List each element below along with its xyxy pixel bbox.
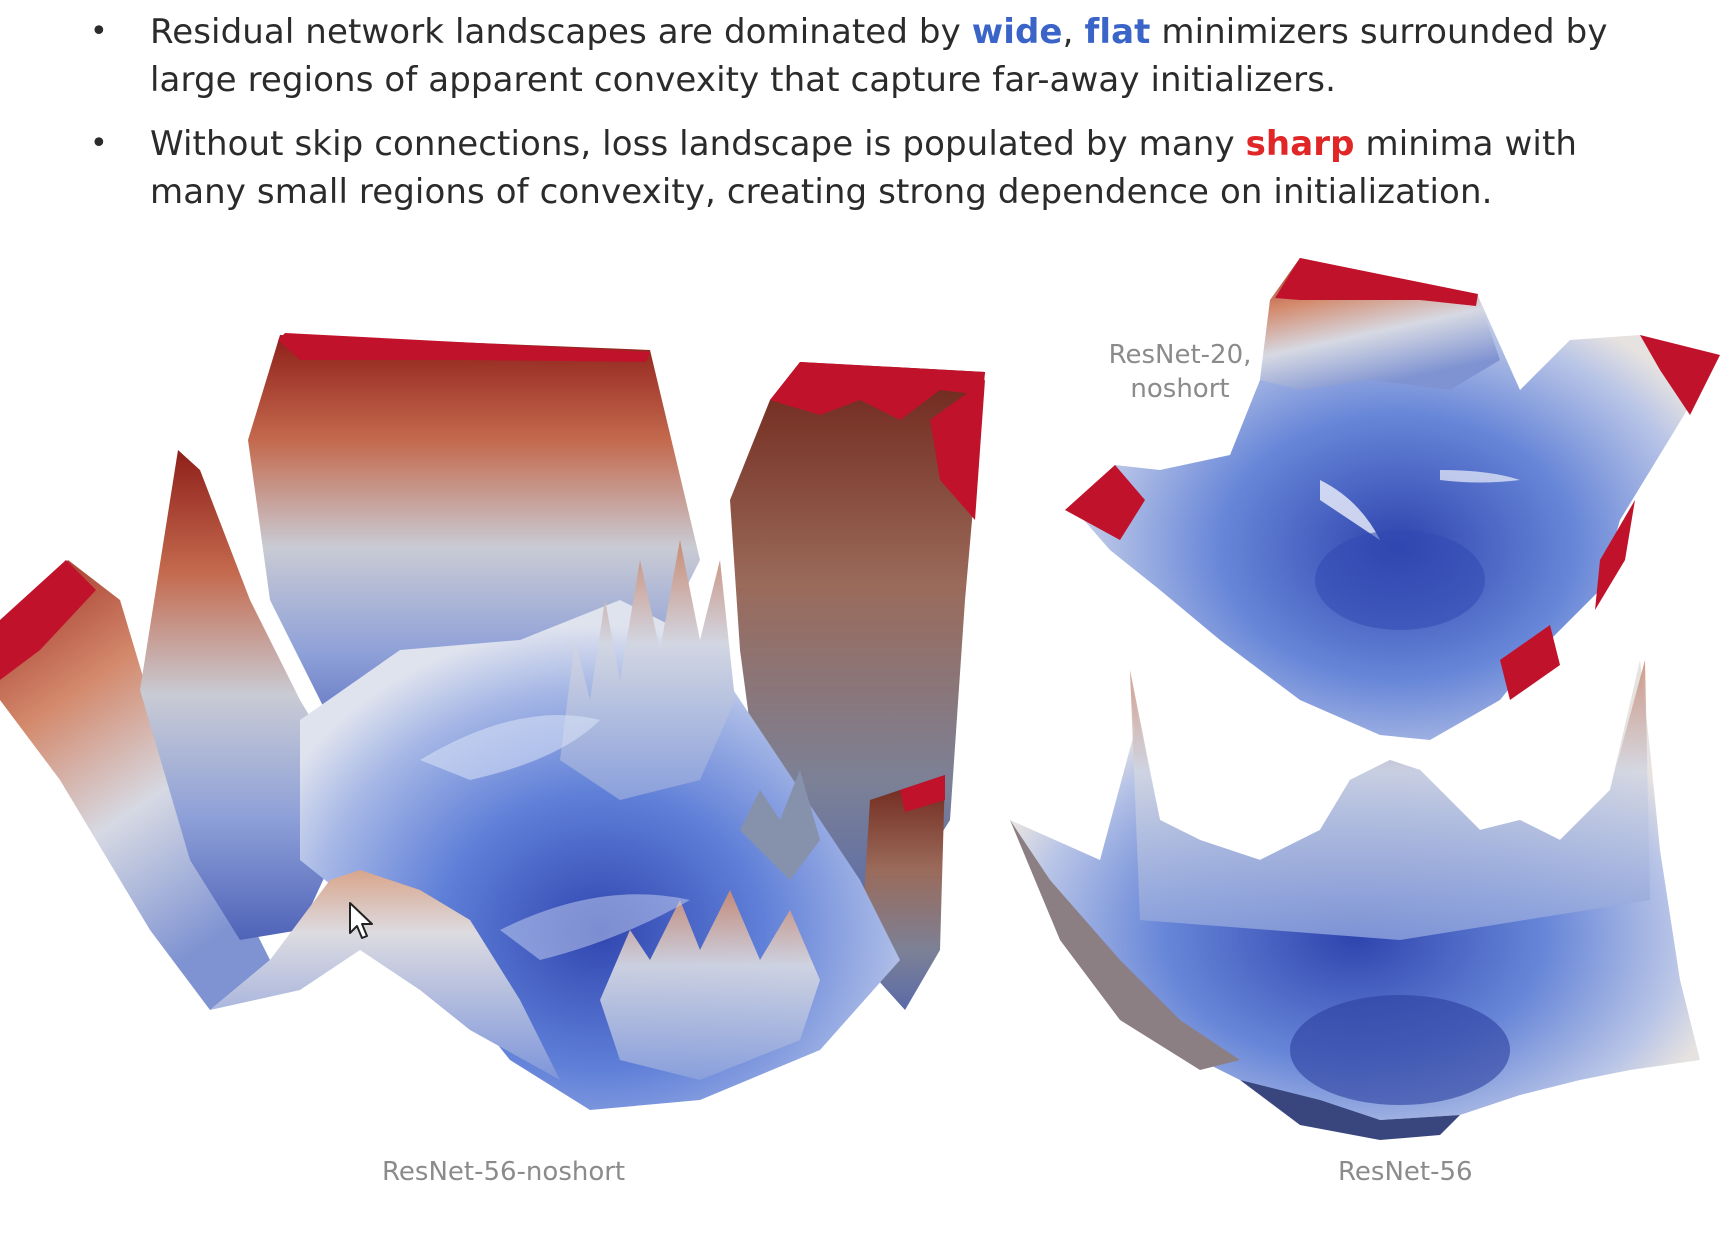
caption-resnet56: ResNet-56 (1338, 1157, 1473, 1187)
right-front-cap (900, 775, 945, 812)
left-outer-cap (0, 560, 96, 680)
spike-cluster-1 (560, 540, 735, 800)
r56-minimum (1290, 995, 1510, 1105)
back-wall-right-cap (770, 362, 985, 420)
bullet-text-1: Residual network landscapes are dominate… (150, 12, 1608, 100)
r56-left-edge (1010, 820, 1240, 1070)
caption-resnet56-noshort: ResNet-56-noshort (382, 1157, 626, 1187)
right-cap-edge (930, 380, 985, 520)
bullet-list: • Residual network landscapes are domina… (90, 8, 1650, 232)
r56-back-ridge (1130, 660, 1650, 940)
spike-cluster-2 (600, 890, 820, 1080)
resnet56-noshort-surface (0, 333, 985, 1110)
r20-left-cap (1065, 465, 1145, 540)
mouse-pointer-icon (349, 902, 373, 939)
r56-front-edge (1240, 1080, 1460, 1140)
r20-right-lower-cap (1595, 500, 1635, 610)
bullet-item-2: • Without skip connections, loss landsca… (90, 120, 1650, 216)
back-wall-right (730, 362, 985, 920)
r20-highlight-2 (1440, 470, 1520, 483)
r20-surface (1075, 258, 1720, 740)
back-wall-left-cap (278, 333, 650, 362)
r20-minimum (1315, 530, 1485, 630)
r20-front-cap (1500, 625, 1560, 700)
highlight-sharp: sharp (1245, 124, 1355, 164)
resnet20-noshort-surface (1065, 258, 1720, 740)
bullet-text-2: Without skip connections, loss landscape… (150, 124, 1578, 212)
spike-cluster-3 (740, 770, 820, 880)
valley-highlight-2 (500, 894, 690, 960)
highlight-wide: wide (971, 12, 1063, 52)
valley-highlight (420, 715, 600, 780)
r20-highlight (1320, 480, 1380, 540)
caption-inset-line-2: noshort (1130, 374, 1230, 404)
left-outer-wall (0, 560, 270, 1010)
caption-resnet20-noshort: ResNet-20, noshort (1100, 338, 1260, 406)
bullet-item-1: • Residual network landscapes are domina… (90, 8, 1650, 104)
front-ridge (210, 870, 560, 1080)
resnet56-surface (1010, 660, 1700, 1140)
bullet-dot-icon: • (90, 126, 108, 161)
r20-right-cap (1640, 335, 1720, 415)
highlight-flat: flat (1084, 12, 1151, 52)
caption-inset-line-1: ResNet-20, (1108, 340, 1252, 370)
r20-top-cap (1275, 258, 1478, 306)
bullet-dot-icon: • (90, 14, 108, 49)
